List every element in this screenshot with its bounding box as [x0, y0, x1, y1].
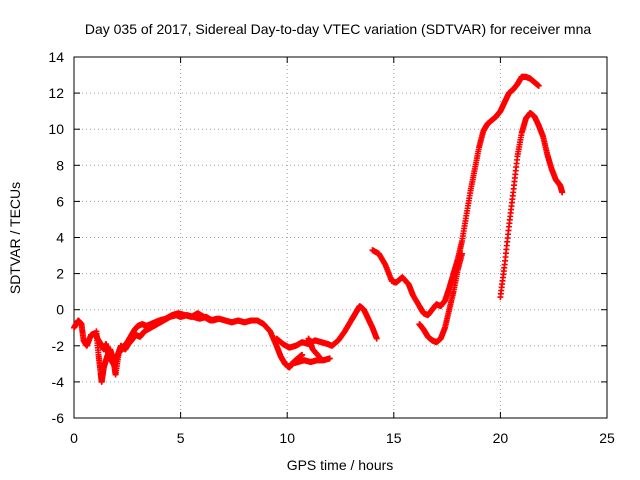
- chart-title: Day 035 of 2017, Sidereal Day-to-day VTE…: [85, 21, 591, 37]
- axis-ticks: [73, 56, 608, 419]
- x-axis-label: GPS time / hours: [287, 457, 394, 473]
- x-tick-label: 5: [177, 430, 185, 446]
- data-points: [71, 73, 566, 385]
- data-point: [326, 355, 333, 362]
- series-track-7: [416, 250, 466, 346]
- series-track-5: [305, 335, 323, 360]
- y-tick-label: 14: [48, 49, 64, 65]
- y-axis-label: SDTVAR / TECUs: [7, 182, 23, 294]
- y-tick-label: -2: [52, 338, 65, 354]
- y-tick-labels: -6 -4 -2 0 2 4 6 8 10 12 14: [48, 49, 64, 426]
- x-tick-label: 15: [386, 430, 402, 446]
- y-tick-label: 10: [48, 121, 64, 137]
- y-tick-label: -4: [52, 374, 65, 390]
- y-tick-label: 2: [56, 266, 64, 282]
- series-track-8: [497, 109, 566, 301]
- data-point: [316, 353, 323, 360]
- x-tick-label: 10: [279, 430, 295, 446]
- data-point: [299, 351, 306, 358]
- x-tick-labels: 0 5 10 15 20 25: [70, 430, 615, 446]
- data-point: [559, 189, 566, 196]
- y-tick-label: 4: [56, 230, 64, 246]
- x-tick-label: 0: [70, 430, 78, 446]
- grid: [74, 57, 607, 418]
- y-tick-label: -6: [52, 410, 65, 426]
- y-tick-label: 12: [48, 85, 64, 101]
- y-tick-label: 6: [56, 193, 64, 209]
- data-point: [213, 315, 220, 322]
- y-tick-label: 0: [56, 302, 64, 318]
- series-track-4: [288, 355, 333, 367]
- series-track-3: [273, 303, 380, 351]
- data-point: [535, 82, 542, 89]
- plot-frame: [73, 56, 608, 419]
- series-track-6: [369, 73, 542, 319]
- data-point: [373, 335, 380, 342]
- y-tick-label: 8: [56, 157, 64, 173]
- data-point: [459, 250, 466, 257]
- x-tick-label: 25: [599, 430, 615, 446]
- x-tick-label: 20: [493, 430, 509, 446]
- series-track-2: [93, 310, 220, 385]
